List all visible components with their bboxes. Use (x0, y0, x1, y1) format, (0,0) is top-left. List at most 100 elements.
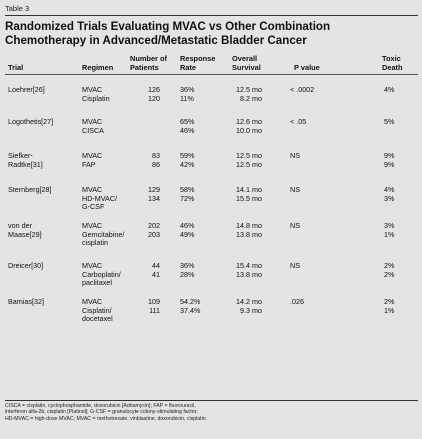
cell-line: 12.5 mo (236, 151, 262, 160)
cell-line (384, 95, 406, 104)
table-cell-patients: 126 120 (128, 85, 160, 103)
table-cell-patients (128, 118, 160, 135)
cell-line: 12.5 mo (236, 85, 262, 94)
table-cell-pvalue: NS (290, 151, 330, 161)
table-cell-toxic: 2% 2% (384, 261, 406, 279)
footnote-rule (5, 400, 418, 401)
cell-line: 1% (384, 229, 395, 239)
table-cell-pvalue: .026 (290, 297, 330, 307)
header-regimen: Regimen (82, 63, 114, 72)
cell-line: Siefker- (8, 151, 33, 160)
cell-line: Dreicer[30] (8, 261, 44, 270)
cell-line: 14.1 mo (236, 185, 262, 194)
cell-line: 13.8 mo (236, 229, 262, 239)
table-cell-response: 58% 72% (180, 185, 216, 203)
header-toxic-line: Toxic (382, 54, 401, 63)
cell-line: 8.2 mo (240, 93, 262, 103)
cell-line: 28% (180, 269, 195, 279)
cell-line: 14.2 mo (236, 297, 262, 306)
cell-line: 5% (384, 117, 395, 126)
table-cell-toxic: 2% 1% (384, 297, 406, 315)
cell-line: 12.6 mo (236, 117, 262, 126)
cell-line: 86 (152, 159, 160, 169)
cell-line: 202 (148, 221, 160, 230)
cell-line: 2% (384, 261, 395, 270)
cell-line: 4% (384, 85, 395, 94)
table-cell-trial: Loehrer[26] (8, 85, 80, 95)
table-cell-trial: Siefker- Radtke[31] (8, 151, 80, 169)
cell-line: CISCA (82, 125, 104, 135)
cell-line: HD-MVAC/ (82, 193, 118, 203)
table-cell-trial: Dreicer[30] (8, 261, 80, 271)
table-cell-regimen: MVAC Cisplatin (82, 85, 134, 103)
footnote: CISCA = cisplatin, cyclophosphamide, dox… (5, 403, 419, 422)
table-cell-pvalue: < .05 (290, 117, 330, 127)
table-cell-patients: 202 203 (128, 221, 160, 239)
cell-line: Cisplatin/ (82, 305, 112, 315)
table-cell-survival: 12.5 mo 8.2 mo (226, 85, 262, 103)
cell-line: cisplatin (82, 238, 108, 248)
cell-line: 129 (148, 185, 160, 194)
cell-line: 15.4 mo (236, 261, 262, 270)
table-cell-toxic: 4% 3% (384, 185, 406, 203)
title-line: Randomized Trials Evaluating MVAC vs Oth… (5, 20, 331, 33)
cell-line: 46% (180, 221, 195, 230)
cell-line: MVAC (82, 261, 103, 270)
cell-line: 58% (180, 185, 195, 194)
cell-line: 36% (180, 85, 195, 94)
cell-line: docetaxel (82, 314, 113, 324)
table-cell-survival: 12.6 mo 10.0 mo (226, 117, 262, 135)
table-cell-trial: Sternberg[28] (8, 185, 80, 195)
cell-line: MVAC (82, 117, 103, 126)
table-cell-patients: 44 41 (128, 261, 160, 279)
cell-line: 9% (384, 151, 395, 160)
table-cell-pvalue: < .0002 (290, 85, 330, 95)
header-trial: Trial (8, 63, 24, 72)
cell-line: 36% (180, 261, 195, 270)
cell-line: MVAC (82, 185, 103, 194)
cell-line: 134 (148, 193, 160, 203)
table-cell-patients: 83 86 (128, 151, 160, 169)
cell-line: Radtke[31] (8, 159, 43, 169)
cell-line: 10.0 mo (236, 125, 262, 135)
cell-line: NS (290, 261, 300, 270)
table-cell-pvalue: NS (290, 185, 330, 195)
cell-line: 2% (384, 297, 395, 306)
cell-line: 203 (148, 229, 160, 239)
table-cell-survival: 12.5 mo 12.5 mo (226, 151, 262, 169)
cell-line: 4% (384, 185, 395, 194)
header-response-line: Rate (180, 63, 197, 72)
table-cell-patients: 109 111 (128, 297, 160, 315)
table-cell-trial: Logothetis[27] (8, 117, 80, 127)
header-response-line: Response (180, 54, 216, 63)
cell-line: 1% (384, 305, 395, 315)
table-cell-response: 54.2% 37.4% (180, 297, 216, 315)
cell-line: Cisplatin (82, 93, 110, 103)
cell-line: NS (290, 151, 300, 160)
table-cell-regimen: MVAC CISCA (82, 117, 134, 135)
table-cell-regimen: MVAC HD-MVAC/G-CSF (82, 185, 134, 212)
cell-line: Carboplatin/ (82, 269, 121, 279)
cell-line: Logothetis[27] (8, 117, 54, 126)
cell-line: G-CSF (82, 202, 105, 212)
top-rule (5, 15, 418, 16)
cell-line: von der (8, 221, 32, 230)
cell-line: 83 (152, 151, 160, 160)
cell-line: 72% (180, 193, 195, 203)
table-cell-toxic: 3% 1% (384, 221, 406, 239)
table-cell-response: 36% 11% (180, 85, 216, 103)
cell-line: 126 (148, 85, 160, 94)
cell-line: 2% (384, 269, 395, 279)
cell-line: 46% (180, 125, 195, 135)
footnote-line: interferon alfa-2b, cisplatin [Platinol]… (5, 409, 198, 416)
header-toxic: Toxic Death (382, 54, 403, 72)
cell-line: NS (290, 185, 300, 194)
cell-line: 3% (384, 193, 395, 203)
cell-line: paclitaxel (82, 278, 112, 288)
cell-line: FAP (82, 159, 96, 169)
cell-line: 13.8 mo (236, 269, 262, 279)
table-cell-response: 36% 28% (180, 261, 216, 279)
cell-line (128, 118, 160, 127)
footnote-line: HD-MVAC = high-dose MVAC; MVAC = methotr… (5, 415, 208, 422)
table-cell-survival: 14.2 mo 9.3 mo (226, 297, 262, 315)
